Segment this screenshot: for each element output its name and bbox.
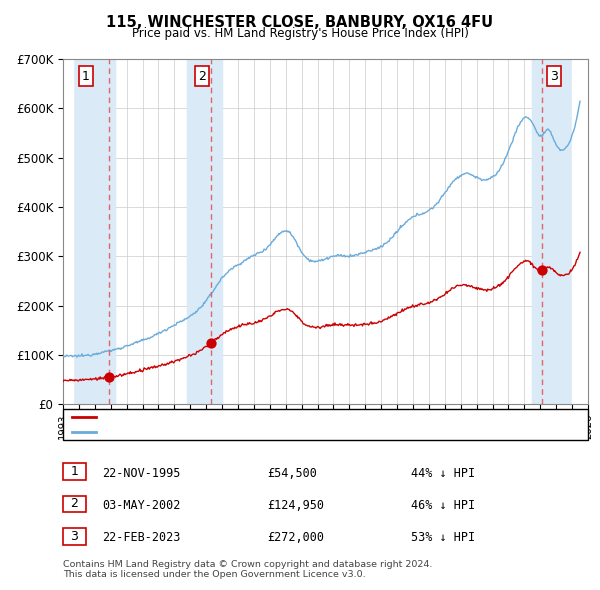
FancyBboxPatch shape (79, 67, 93, 86)
Text: 3: 3 (70, 530, 79, 543)
Text: 115, WINCHESTER CLOSE, BANBURY, OX16 4FU: 115, WINCHESTER CLOSE, BANBURY, OX16 4FU (106, 15, 494, 30)
Text: £124,950: £124,950 (267, 499, 324, 512)
Text: 1: 1 (70, 465, 79, 478)
Text: 03-MAY-2002: 03-MAY-2002 (102, 499, 181, 512)
Text: 2: 2 (70, 497, 79, 510)
Text: 46% ↓ HPI: 46% ↓ HPI (411, 499, 475, 512)
Bar (572, 59, 588, 404)
Text: £54,500: £54,500 (267, 467, 317, 480)
Point (538, 266, 547, 275)
Point (104, 372, 114, 382)
Point (206, 338, 216, 348)
Text: Contains HM Land Registry data © Crown copyright and database right 2024.
This d: Contains HM Land Registry data © Crown c… (63, 560, 433, 579)
Text: 53% ↓ HPI: 53% ↓ HPI (411, 532, 475, 545)
Text: 2: 2 (198, 70, 206, 83)
Text: Price paid vs. HM Land Registry's House Price Index (HPI): Price paid vs. HM Land Registry's House … (131, 27, 469, 40)
Text: 3: 3 (550, 70, 558, 83)
Text: 1: 1 (82, 70, 90, 83)
Text: £272,000: £272,000 (267, 532, 324, 545)
Text: 22-NOV-1995: 22-NOV-1995 (102, 467, 181, 480)
Bar (63, 59, 74, 404)
Text: 22-FEB-2023: 22-FEB-2023 (102, 532, 181, 545)
Text: 115, WINCHESTER CLOSE, BANBURY, OX16 4FU (detached house): 115, WINCHESTER CLOSE, BANBURY, OX16 4FU… (100, 412, 442, 422)
Bar (187, 59, 222, 404)
FancyBboxPatch shape (195, 67, 209, 86)
Bar (532, 59, 588, 404)
Bar (63, 59, 115, 404)
FancyBboxPatch shape (547, 67, 561, 86)
Text: HPI: Average price, detached house, Cherwell: HPI: Average price, detached house, Cher… (100, 427, 338, 437)
Text: 44% ↓ HPI: 44% ↓ HPI (411, 467, 475, 480)
